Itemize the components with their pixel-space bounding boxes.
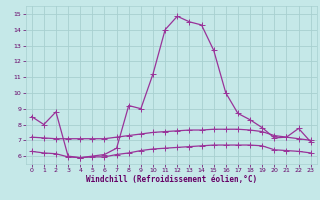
X-axis label: Windchill (Refroidissement éolien,°C): Windchill (Refroidissement éolien,°C): [86, 175, 257, 184]
